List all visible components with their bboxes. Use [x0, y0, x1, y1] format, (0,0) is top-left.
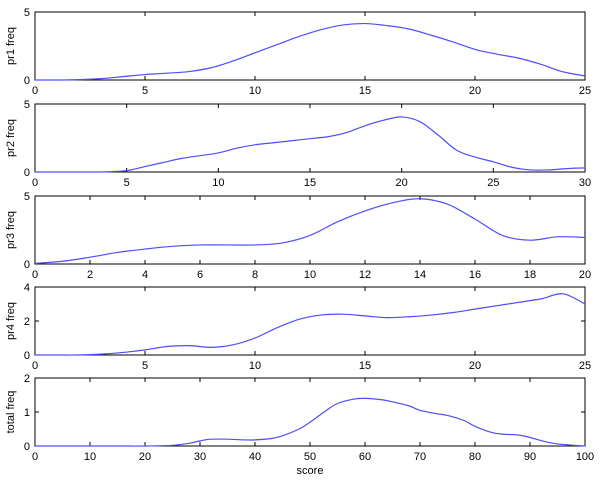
x-tick-label: 15 — [359, 360, 371, 372]
x-tick-label: 25 — [487, 177, 499, 189]
series-line — [34, 198, 586, 264]
y-tick-label: 2 — [24, 373, 30, 385]
x-tick-label: 10 — [249, 360, 261, 372]
series-line — [34, 116, 586, 173]
x-tick-label: 0 — [32, 269, 38, 281]
x-tick-label: 80 — [469, 451, 481, 463]
series-line — [34, 22, 586, 81]
panel-5: 0 10 20 30 40 50 60 70 80 90 100 0 1 2 total freq score — [5, 373, 594, 477]
y-tick-label: 5 — [24, 99, 30, 111]
y-tick-label: 0 — [24, 350, 30, 362]
plot-frame — [34, 195, 586, 265]
x-tick-label: 25 — [579, 85, 591, 97]
x-tick-label: 10 — [304, 269, 316, 281]
x-tick-label: 0 — [32, 85, 38, 97]
plot-frame — [34, 103, 586, 173]
panel-4: 0 5 10 15 20 25 0 2 4 pr4 freq — [5, 282, 591, 372]
y-axis-label: pr1 freq — [5, 27, 17, 65]
panel-1: 0 5 10 15 20 25 0 5 pr1 freq — [5, 7, 591, 97]
y-axis-label: pr4 freq — [5, 302, 17, 340]
y-axis-label: pr2 freq — [5, 119, 17, 157]
x-tick-label: 18 — [524, 269, 536, 281]
x-tick-label: 14 — [414, 269, 426, 281]
x-tick-label: 15 — [304, 177, 316, 189]
y-axis-label: total freq — [5, 391, 17, 434]
x-axis-label: score — [297, 465, 324, 477]
x-tick-label: 2 — [87, 269, 93, 281]
x-tick-label: 25 — [579, 360, 591, 372]
plot-frame — [34, 11, 586, 81]
x-tick-label: 40 — [249, 451, 261, 463]
x-tick-label: 5 — [142, 85, 148, 97]
x-tick-label: 20 — [579, 269, 591, 281]
x-tick-label: 10 — [249, 85, 261, 97]
plot-frame — [34, 286, 586, 356]
y-tick-label: 0 — [24, 441, 30, 453]
y-tick-label: 1 — [24, 407, 30, 419]
x-tick-label: 15 — [359, 85, 371, 97]
y-tick-label: 0 — [24, 259, 30, 271]
panel-3: 0 2 4 6 8 10 12 14 16 18 20 0 5 pr3 freq — [5, 191, 591, 281]
y-tick-label: 0 — [24, 75, 30, 87]
x-tick-label: 8 — [252, 269, 258, 281]
y-tick-label: 2 — [24, 316, 30, 328]
x-tick-label: 70 — [414, 451, 426, 463]
x-tick-label: 50 — [304, 451, 316, 463]
x-tick-label: 20 — [469, 360, 481, 372]
x-tick-label: 0 — [32, 360, 38, 372]
x-tick-label: 5 — [124, 177, 130, 189]
y-tick-label: 0 — [24, 167, 30, 179]
x-tick-label: 20 — [469, 85, 481, 97]
series-line — [35, 293, 586, 356]
y-tick-label: 5 — [24, 7, 30, 19]
series-line — [34, 397, 586, 447]
plot-frame — [34, 377, 586, 447]
x-tick-label: 0 — [32, 177, 38, 189]
x-tick-label: 12 — [359, 269, 371, 281]
panel-2: 0 5 10 15 20 25 30 0 5 pr2 freq — [5, 99, 591, 189]
x-tick-label: 0 — [32, 451, 38, 463]
y-axis-label: pr3 freq — [5, 211, 17, 249]
x-tick-label: 20 — [139, 451, 151, 463]
x-tick-label: 4 — [142, 269, 148, 281]
x-tick-label: 100 — [576, 451, 594, 463]
x-tick-label: 90 — [524, 451, 536, 463]
x-tick-label: 30 — [194, 451, 206, 463]
x-tick-label: 10 — [212, 177, 224, 189]
x-tick-label: 20 — [396, 177, 408, 189]
x-tick-label: 60 — [359, 451, 371, 463]
y-tick-label: 5 — [24, 191, 30, 203]
x-tick-label: 6 — [197, 269, 203, 281]
x-tick-label: 10 — [84, 451, 96, 463]
x-tick-label: 5 — [142, 360, 148, 372]
x-tick-label: 30 — [579, 177, 591, 189]
x-tick-label: 16 — [469, 269, 481, 281]
y-tick-label: 4 — [24, 282, 30, 294]
